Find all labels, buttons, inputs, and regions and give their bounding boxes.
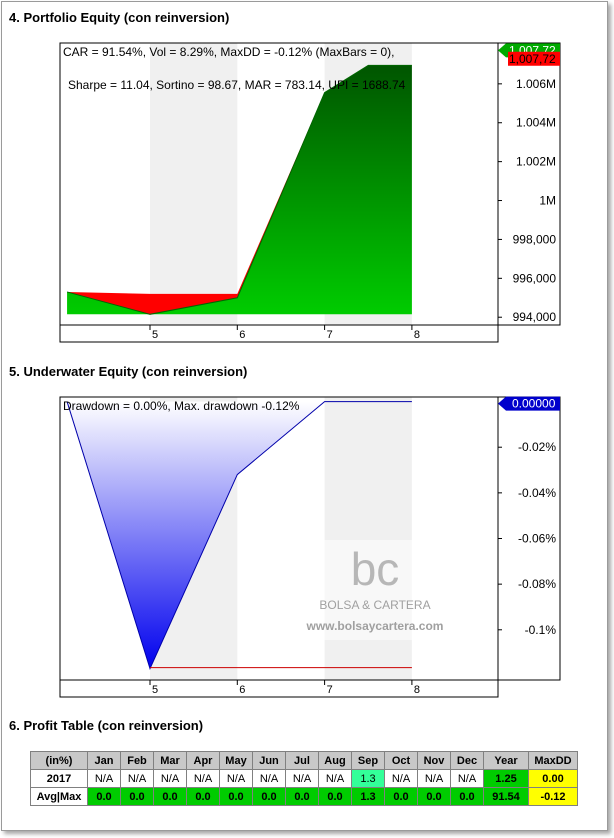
header-cell: Mar: [153, 751, 187, 770]
y-tick-label: -0.06%: [518, 532, 556, 546]
portfolio-equity-chart: 5 6 7 8 994,000 996,000 998,000 1M 1.002M 1.004M 1…: [59, 42, 561, 343]
table-cell: 1.3: [351, 769, 385, 788]
y-tick-label: -0.1%: [525, 623, 557, 637]
table-cell: 0.0: [219, 787, 253, 806]
underwater-equity-chart: bc BOLSA & CARTERA www.bolsaycartera.com 5 6…: [59, 396, 561, 698]
portfolio-equity-title: 4. Portfolio Equity (con reinversion): [9, 10, 230, 25]
value-badge: [508, 51, 560, 66]
stats-line-1: CAR = 91.54%, Vol = 8.29%, MaxDD = -0.12…: [63, 45, 394, 59]
table-cell: 0.0: [120, 787, 154, 806]
header-cell: Aug: [318, 751, 352, 770]
plot-area: [66, 64, 412, 315]
table-cell: N/A: [87, 769, 121, 788]
value-badge: [498, 396, 560, 411]
profit-table-header-row: (in%) Jan Feb Mar Apr May Jun Jul Aug Se…: [30, 751, 578, 770]
y-tick-label: -0.04%: [518, 486, 556, 500]
year-cell: 91.54: [483, 787, 529, 806]
table-row: 2017 N/A N/A N/A N/A N/A N/A N/A N/A 1.3…: [30, 769, 578, 788]
table-cell: N/A: [318, 769, 352, 788]
maxdd-cell: 0.00: [528, 769, 578, 788]
x-tick-label: 8: [414, 684, 420, 696]
table-cell: 0.0: [318, 787, 352, 806]
y-tick-label: -0.02%: [518, 440, 556, 454]
y-tick-label: -0.08%: [518, 577, 556, 591]
header-cell: Jul: [285, 751, 319, 770]
y-tick-label: 994,000: [513, 310, 557, 324]
watermark-url: www.bolsaycartera.com: [306, 619, 444, 633]
x-tick-label: 7: [327, 329, 333, 341]
maxdd-cell: -0.12: [528, 787, 578, 806]
x-tick-label: 5: [152, 329, 158, 341]
table-cell: 0.0: [285, 787, 319, 806]
drawdown-area: [67, 401, 412, 669]
table-cell: N/A: [252, 769, 286, 788]
equity-area: [67, 65, 412, 315]
table-cell: 0.0: [384, 787, 418, 806]
underwater-equity-title: 5. Underwater Equity (con reinversion): [9, 364, 248, 379]
row-label: 2017: [30, 769, 88, 788]
drawdown-line: [66, 401, 412, 670]
watermark-name: BOLSA & CARTERA: [319, 598, 430, 612]
table-cell: 1.3: [351, 787, 385, 806]
table-cell: 0.0: [153, 787, 187, 806]
equity-line: [66, 64, 412, 315]
table-row: Avg|Max 0.0 0.0 0.0 0.0 0.0 0.0 0.0 0.0 …: [30, 787, 578, 806]
table-cell: N/A: [450, 769, 484, 788]
table-cell: N/A: [153, 769, 187, 788]
y-tick-label: 998,000: [513, 232, 557, 246]
stats-line-2: Sharpe = 11.04, Sortino = 98.67, MAR = 7…: [68, 78, 406, 92]
table-cell: N/A: [120, 769, 154, 788]
y-axis-panel: [497, 42, 561, 326]
table-cell: N/A: [186, 769, 220, 788]
y-tick-label: 996,000: [513, 271, 557, 285]
header-cell: Year: [483, 751, 529, 770]
header-cell: Oct: [384, 751, 418, 770]
y-tick-label: 1.004M: [516, 116, 556, 130]
header-cell: Nov: [417, 751, 451, 770]
watermark-logo: bc: [351, 543, 400, 595]
header-cell: Jun: [252, 751, 286, 770]
table-cell: 0.0: [186, 787, 220, 806]
profit-table: (in%) Jan Feb Mar Apr May Jun Jul Aug Se…: [30, 751, 578, 806]
header-cell: Sep: [351, 751, 385, 770]
x-axis-strip: [59, 324, 499, 343]
x-axis-strip: [59, 679, 499, 698]
x-tick-label: 6: [239, 684, 245, 696]
x-tick-label: 8: [414, 329, 420, 341]
x-tick-label: 7: [327, 684, 333, 696]
table-cell: 0.0: [450, 787, 484, 806]
header-cell: Apr: [186, 751, 220, 770]
value-badge-label: 0.00000: [512, 397, 556, 411]
y-tick-label: 1.006M: [516, 77, 556, 91]
header-cell: May: [219, 751, 253, 770]
y-axis-panel: [497, 396, 561, 681]
header-cell: Feb: [120, 751, 154, 770]
table-cell: N/A: [219, 769, 253, 788]
watermark-backdrop: [290, 540, 460, 640]
header-cell: Jan: [87, 751, 121, 770]
value-badge-label: 1,007,72: [509, 52, 556, 66]
profit-table-title: 6. Profit Table (con reinversion): [9, 718, 204, 733]
table-cell: 0.0: [252, 787, 286, 806]
header-cell: MaxDD: [528, 751, 578, 770]
header-cell: Dec: [450, 751, 484, 770]
y-tick-label: 1M: [539, 194, 556, 208]
table-cell: 0.0: [417, 787, 451, 806]
stats-line: Drawdown = 0.00%, Max. drawdown -0.12%: [63, 399, 300, 413]
table-cell: N/A: [285, 769, 319, 788]
x-tick-label: 5: [152, 684, 158, 696]
table-cell: N/A: [384, 769, 418, 788]
year-cell: 1.25: [483, 769, 529, 788]
table-cell: N/A: [417, 769, 451, 788]
table-cell: 0.0: [87, 787, 121, 806]
row-label: Avg|Max: [30, 787, 88, 806]
x-tick-label: 6: [239, 329, 245, 341]
y-tick-label: 1.002M: [516, 155, 556, 169]
header-cell: (in%): [30, 751, 88, 770]
shaded-band: [150, 43, 238, 325]
